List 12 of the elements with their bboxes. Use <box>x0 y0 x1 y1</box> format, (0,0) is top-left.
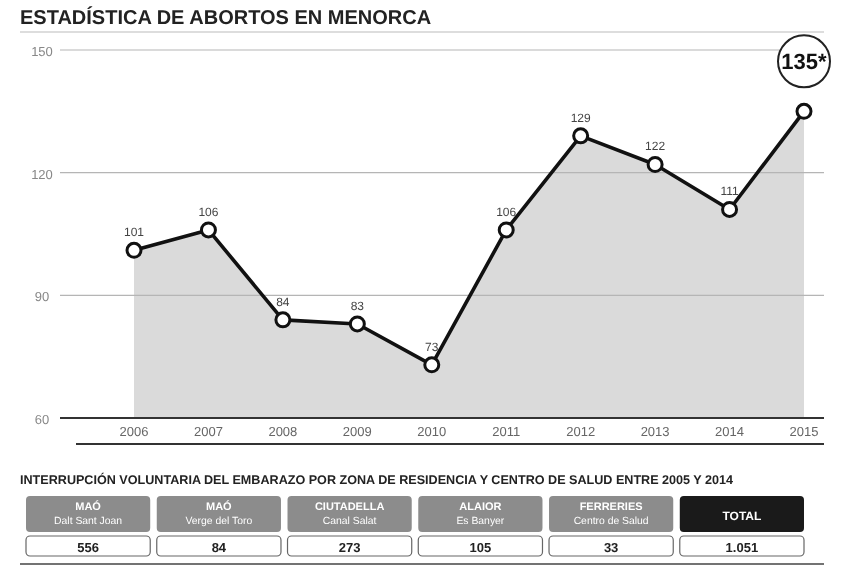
data-label: 135* <box>781 51 829 76</box>
point <box>348 315 366 333</box>
point <box>199 221 217 239</box>
point <box>274 311 292 329</box>
point <box>646 155 664 173</box>
point <box>721 200 739 218</box>
point <box>572 127 590 145</box>
chart-title: ESTADÍSTICA DE ABORTOS EN MENORCA <box>20 6 432 30</box>
point <box>423 356 441 374</box>
point <box>795 102 813 120</box>
point <box>497 221 515 239</box>
point <box>125 241 143 259</box>
